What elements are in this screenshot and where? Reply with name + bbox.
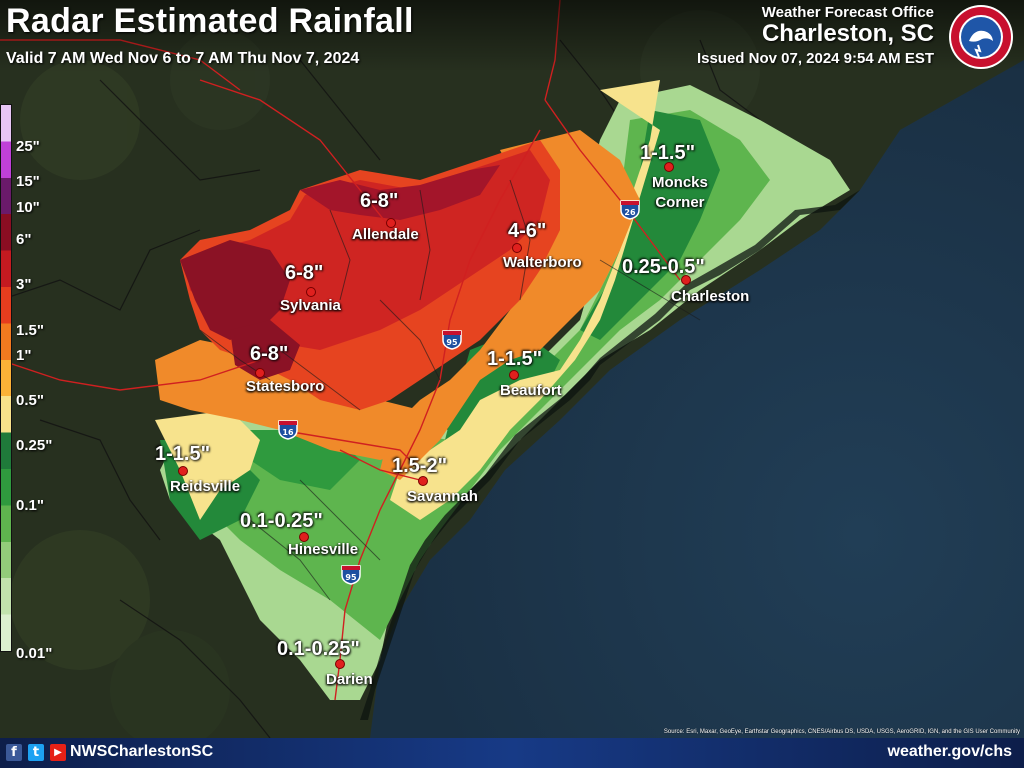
rainfall-amount-charleston: 0.25-0.5" bbox=[622, 256, 705, 278]
shield-number: 16 bbox=[282, 428, 294, 437]
rainfall-amount-sylvania: 6-8" bbox=[285, 262, 324, 284]
city-marker-savannah bbox=[418, 476, 428, 486]
rainfall-amount-allendale: 6-8" bbox=[360, 190, 399, 212]
rainfall-amount-statesboro: 6-8" bbox=[250, 343, 289, 365]
city-label-savannah: Savannah bbox=[407, 488, 478, 505]
city-label-statesboro: Statesboro bbox=[246, 378, 325, 395]
valid-period: Valid 7 AM Wed Nov 6 to 7 AM Thu Nov 7, … bbox=[6, 50, 360, 67]
legend-label: 0.1" bbox=[16, 497, 44, 514]
header: Radar Estimated Rainfall Valid 7 AM Wed … bbox=[0, 0, 1024, 72]
rainfall-amount-reidsville: 1-1.5" bbox=[155, 443, 211, 465]
ocean bbox=[370, 60, 1024, 738]
legend-label: 0.25" bbox=[16, 437, 53, 454]
office-name: Charleston, SC bbox=[761, 20, 934, 47]
shield-number: 95 bbox=[345, 573, 357, 582]
map-credits: Source: Esri, Maxar, GeoEye, Earthstar G… bbox=[663, 729, 1020, 735]
city-marker-beaufort bbox=[509, 370, 519, 380]
legend-label: 1" bbox=[16, 347, 32, 364]
rainfall-amount-darien: 0.1-0.25" bbox=[277, 638, 360, 660]
map-title: Radar Estimated Rainfall bbox=[6, 2, 414, 40]
legend-label: 1.5" bbox=[16, 322, 44, 339]
city-marker-sylvania bbox=[306, 287, 316, 297]
city-label-line: Corner bbox=[655, 194, 705, 211]
city-marker-hinesville bbox=[299, 532, 309, 542]
city-label-moncks-corner: Moncks Corner bbox=[652, 173, 708, 213]
city-marker-walterboro bbox=[512, 243, 522, 253]
rainfall-amount-savannah: 1.5-2" bbox=[392, 455, 448, 477]
city-label-hinesville: Hinesville bbox=[288, 541, 359, 558]
rainfall-overlay bbox=[155, 80, 850, 700]
rainfall-amount-beaufort: 1-1.5" bbox=[487, 348, 543, 370]
city-marker-allendale bbox=[386, 218, 396, 228]
legend-label: 0.01" bbox=[16, 645, 53, 662]
city-label-darien: Darien bbox=[326, 671, 373, 688]
legend-label: 0.5" bbox=[16, 392, 44, 409]
city-marker-darien bbox=[335, 659, 345, 669]
rainfall-amount-hinesville: 0.1-0.25" bbox=[240, 510, 323, 532]
rainfall-amount-walterboro: 4-6" bbox=[508, 220, 547, 242]
footer-bar: f t ▶ NWSCharlestonSC weather.gov/chs bbox=[0, 738, 1024, 768]
city-label-allendale: Allendale bbox=[352, 226, 419, 243]
youtube-icon[interactable]: ▶ bbox=[50, 744, 66, 761]
city-label-charleston: Charleston bbox=[671, 288, 750, 305]
legend-label: 3" bbox=[16, 276, 32, 293]
shield-number: 95 bbox=[446, 338, 458, 347]
city-marker-charleston bbox=[681, 275, 691, 285]
rainfall-amount-moncks-corner: 1-1.5" bbox=[640, 142, 696, 164]
legend-label: 6" bbox=[16, 231, 32, 248]
interstate-26-shield-icon: 26 bbox=[620, 200, 640, 220]
legend-label: 25" bbox=[16, 138, 40, 155]
legend-color-bar bbox=[0, 104, 12, 652]
shield-number: 26 bbox=[624, 208, 636, 217]
facebook-icon[interactable]: f bbox=[6, 744, 22, 761]
interstate-16-shield-icon: 16 bbox=[278, 420, 298, 440]
overlay-county-lines bbox=[199, 179, 701, 601]
interstate-95-south-shield-icon: 95 bbox=[341, 565, 361, 585]
city-marker-reidsville bbox=[178, 466, 188, 476]
city-marker-moncks-corner bbox=[664, 162, 674, 172]
social-handle[interactable]: NWSCharlestonSC bbox=[70, 743, 214, 760]
city-label-beaufort: Beaufort bbox=[500, 382, 562, 399]
interstate-95-shield-icon: 95 bbox=[442, 330, 462, 350]
legend-gradient bbox=[0, 104, 12, 652]
city-label-walterboro: Walterboro bbox=[503, 254, 582, 271]
issued-time: Issued Nov 07, 2024 9:54 AM EST bbox=[696, 50, 934, 67]
nws-logo-icon bbox=[949, 5, 1013, 69]
website-link[interactable]: weather.gov/chs bbox=[887, 743, 1013, 760]
legend-label: 15" bbox=[16, 173, 40, 190]
twitter-icon[interactable]: t bbox=[28, 744, 44, 761]
legend-label: 10" bbox=[16, 199, 40, 216]
city-marker-statesboro bbox=[255, 368, 265, 378]
city-label-sylvania: Sylvania bbox=[280, 297, 341, 314]
office-label: Weather Forecast Office bbox=[761, 4, 934, 21]
city-label-reidsville: Reidsville bbox=[170, 478, 241, 495]
city-label-line: Moncks bbox=[652, 174, 708, 191]
